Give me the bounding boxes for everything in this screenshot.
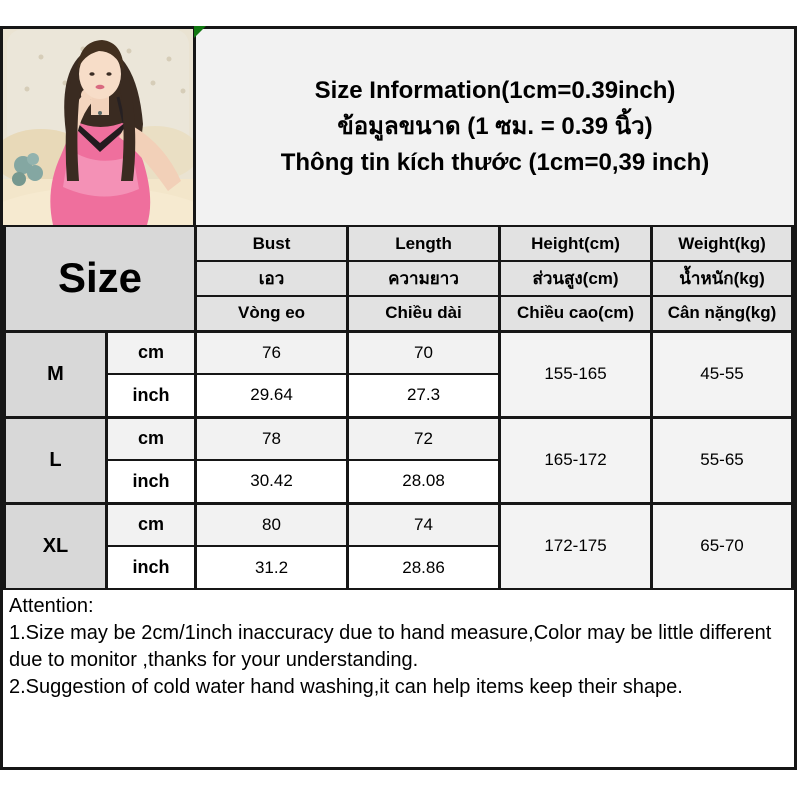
row-m-inch: inch 29.64 27.3 <box>5 373 793 418</box>
col-header-height-vi: Chiều cao(cm) <box>498 295 654 332</box>
unit-cm: cm <box>104 415 198 461</box>
m-bust-cm: 76 <box>194 329 350 375</box>
size-corner-cell: Size <box>2 225 198 332</box>
col-header-weight-vi: Cân nặng(kg) <box>650 295 794 332</box>
product-photo <box>3 29 196 225</box>
m-height: 155-165 <box>498 329 654 418</box>
unit-inch: inch <box>104 545 198 590</box>
xl-weight: 65-70 <box>650 501 794 590</box>
size-table: Size Bust Length Height(cm) Weight(kg) เ… <box>2 225 794 590</box>
row-l-inch: inch 30.42 28.08 <box>5 459 793 504</box>
col-header-bust-vi: Vòng eo <box>194 295 350 332</box>
xl-height: 172-175 <box>498 501 654 590</box>
m-length-cm: 70 <box>346 329 502 375</box>
m-weight: 45-55 <box>650 329 794 418</box>
m-length-inch: 27.3 <box>346 373 502 418</box>
xl-length-inch: 28.86 <box>346 545 502 590</box>
unit-inch: inch <box>104 373 198 418</box>
size-chart-frame: Size Information(1cm=0.39inch) ข้อมูลขนา… <box>0 26 797 770</box>
size-label-m: M <box>3 329 108 418</box>
header-row-thai: เอว ความยาว ส่วนสูง(cm) น้ำหนัก(kg) <box>5 260 794 297</box>
attention-note-1: 1.Size may be 2cm/1inch inaccuracy due t… <box>9 622 772 671</box>
col-header-height: Height(cm) <box>498 225 654 262</box>
row-m-cm: M cm 76 70 155-165 45-55 <box>3 329 794 418</box>
col-header-length: Length <box>346 225 502 262</box>
top-section: Size Information(1cm=0.39inch) ข้อมูลขนา… <box>3 29 794 225</box>
l-height: 165-172 <box>498 415 654 504</box>
header-row-vietnamese: Vòng eo Chiều dài Chiều cao(cm) Cân nặng… <box>5 295 794 332</box>
m-bust-inch: 29.64 <box>194 373 350 418</box>
unit-cm: cm <box>104 501 198 547</box>
size-label-xl: XL <box>3 501 108 590</box>
col-header-length-vi: Chiều dài <box>346 295 502 332</box>
row-l-cm: L cm 78 72 165-172 55-65 <box>3 415 794 504</box>
green-corner-marker-icon <box>194 26 206 38</box>
row-xl-cm: XL cm 80 74 172-175 65-70 <box>3 501 794 590</box>
xl-bust-cm: 80 <box>194 501 350 547</box>
col-header-weight-th: น้ำหนัก(kg) <box>650 260 794 297</box>
title-panel: Size Information(1cm=0.39inch) ข้อมูลขนา… <box>196 29 794 225</box>
unit-cm: cm <box>104 329 198 375</box>
header-row-english: Size Bust Length Height(cm) Weight(kg) <box>2 225 794 332</box>
col-header-length-th: ความยาว <box>346 260 502 297</box>
attention-section: Attention: 1.Size may be 2cm/1inch inacc… <box>3 590 794 701</box>
l-bust-inch: 30.42 <box>194 459 350 504</box>
xl-length-cm: 74 <box>346 501 502 547</box>
title-vietnamese: Thông tin kích thước (1cm=0,39 inch) <box>280 149 710 176</box>
l-bust-cm: 78 <box>194 415 350 461</box>
title-thai: ข้อมูลขนาด (1 ซม. = 0.39 นิ้ว) <box>337 113 653 140</box>
l-length-cm: 72 <box>346 415 502 461</box>
attention-heading: Attention: <box>9 595 94 617</box>
col-header-height-th: ส่วนสูง(cm) <box>498 260 654 297</box>
xl-bust-inch: 31.2 <box>194 545 350 590</box>
l-weight: 55-65 <box>650 415 794 504</box>
title-english: Size Information(1cm=0.39inch) <box>314 77 676 104</box>
unit-inch: inch <box>104 459 198 504</box>
col-header-bust-th: เอว <box>194 260 350 297</box>
size-label-l: L <box>3 415 108 504</box>
row-xl-inch: inch 31.2 28.86 <box>5 545 793 590</box>
l-length-inch: 28.08 <box>346 459 502 504</box>
col-header-bust: Bust <box>194 225 350 262</box>
col-header-weight: Weight(kg) <box>650 225 794 262</box>
attention-note-2: 2.Suggestion of cold water hand washing,… <box>9 676 683 698</box>
product-photo-illustration <box>3 29 193 225</box>
